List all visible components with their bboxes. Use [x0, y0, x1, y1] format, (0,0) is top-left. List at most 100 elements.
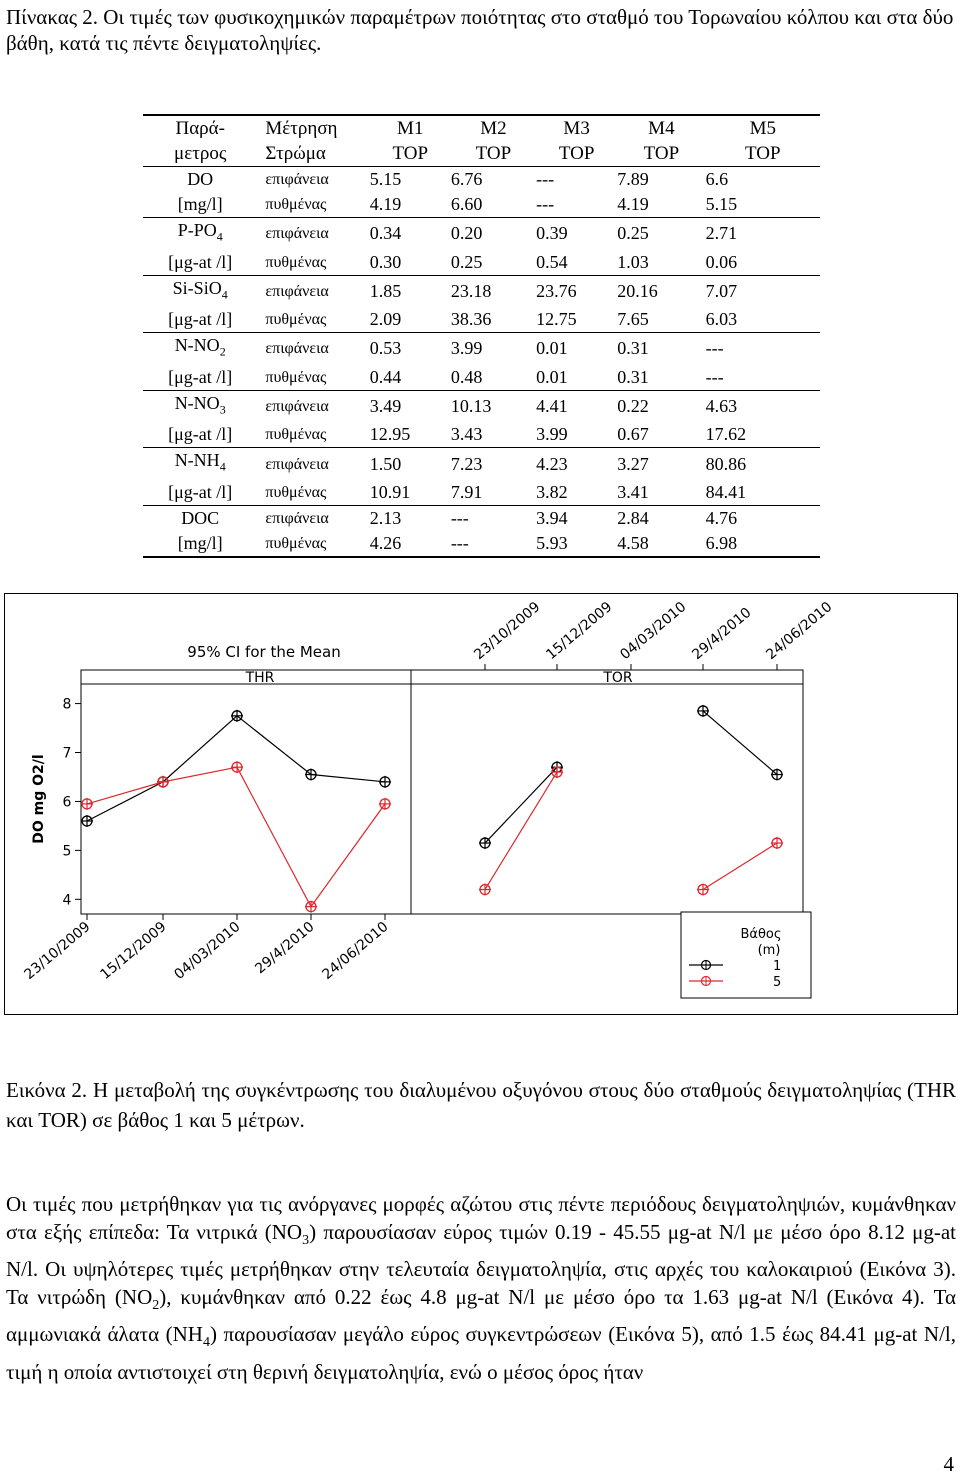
value-cell: 3.49: [369, 389, 451, 423]
parameters-table: Παρά- Μέτρηση M1 M2 M3 M4 M5 μετρος Στρώμα TOP TOP…: [143, 114, 820, 558]
value-cell: 3.99: [450, 332, 537, 365]
value-cell: 0.01: [536, 332, 618, 365]
x-tick-label: 23/10/2009: [21, 919, 93, 983]
page-number: 4: [943, 1452, 955, 1476]
layer-cell: πυθμένας: [265, 311, 327, 329]
table-header-row: μετρος Στρώμα TOP TOP TOP TOP TOP: [143, 141, 820, 167]
value-cell: 17.62: [705, 424, 747, 445]
value-cell: 6.76: [450, 166, 537, 192]
value-cell: 4.41: [536, 389, 618, 423]
column-header: M3: [536, 114, 618, 141]
value-cell: 0.48: [450, 366, 483, 387]
value-cell: ---: [536, 194, 555, 214]
series-line: [162, 715, 238, 783]
column-header: M5: [705, 114, 820, 141]
figure-caption: Εικόνα 2. Η μεταβολή της συγκέντρωσης το…: [6, 1078, 956, 1132]
series-line: [236, 766, 312, 907]
legend-subtitle: (m): [758, 943, 781, 958]
series-line: [702, 710, 778, 775]
series-line: [162, 766, 238, 783]
value-cell: 38.36: [450, 309, 492, 330]
value-cell: 10.91: [369, 481, 411, 502]
value-cell: 3.94: [536, 504, 618, 531]
value-cell: 5.93: [536, 530, 618, 558]
legend-box: [680, 911, 812, 999]
value-cell: 3.99: [536, 424, 568, 445]
value-cell: 12.95: [369, 424, 411, 445]
layer-cell: επιφάνεια: [257, 504, 370, 531]
value-cell: 3.43: [450, 424, 483, 445]
value-cell: 7.65: [617, 309, 649, 330]
value-cell: 3.82: [536, 481, 568, 502]
layer-cell: επιφάνεια: [257, 166, 370, 192]
layer-cell: πυθμένας: [265, 196, 327, 213]
series-line: [310, 773, 386, 783]
value-cell: 1.03: [617, 251, 649, 272]
value-cell: 0.53: [369, 332, 451, 365]
value-cell: 2.84: [617, 504, 706, 531]
value-cell: 20.16: [617, 274, 706, 308]
parameter-cell: DOC: [143, 504, 258, 531]
value-cell: 0.30: [369, 251, 402, 272]
value-cell: 80.86: [705, 447, 820, 480]
value-cell: 1.85: [369, 274, 451, 308]
parameter-cell: N-NH4: [143, 447, 258, 480]
table-row: N-NH4 επιφάνεια 1.50 7.23 4.23 3.27 80.86: [143, 447, 820, 480]
table-row: [mg/l] πυθμένας 4.26 --- 5.93 4.58 6.98: [143, 530, 820, 558]
table-row: N-NO2 επιφάνεια 0.53 3.99 0.01 0.31 ---: [143, 332, 820, 365]
column-header: TOP: [475, 143, 512, 164]
parameter-cell: DO: [143, 166, 258, 192]
layer-cell: πυθμένας: [265, 368, 327, 386]
y-tick-label: 7: [63, 746, 72, 762]
parameter-cell: P-PO4: [143, 216, 258, 250]
x-tick-label: 24/06/2010: [763, 599, 835, 663]
column-header: M4: [617, 114, 706, 141]
value-cell: 0.31: [617, 332, 706, 365]
table-row: Si-SiO4 επιφάνεια 1.85 23.18 23.76 20.16 7.07: [143, 274, 820, 308]
value-cell: 6.60: [450, 194, 483, 214]
layer-cell: επιφάνεια: [257, 447, 370, 480]
value-cell: 2.13: [369, 504, 451, 531]
panel-frame: [410, 683, 804, 915]
layer-cell: πυθμένας: [265, 426, 327, 444]
do-chart-svg: 95% CI for the Mean THR TOR 4 5 6 7 8 DO mg O2/l…: [21, 599, 835, 999]
parameter-cell: Si-SiO4: [143, 274, 258, 308]
value-cell: 84.41: [705, 481, 747, 502]
value-cell: 6.03: [705, 309, 738, 330]
value-cell: 23.18: [450, 274, 537, 308]
table-header-row: Παρά- Μέτρηση M1 M2 M3 M4 M5: [143, 114, 820, 141]
x-tick-label: 24/06/2010: [319, 919, 391, 983]
chart-title: 95% CI for the Mean: [187, 643, 340, 661]
value-cell: 0.44: [369, 366, 402, 387]
value-cell: 2.71: [705, 216, 820, 250]
parameter-cell: [mg/l]: [143, 530, 258, 558]
value-cell: 1.50: [369, 447, 451, 480]
column-header: Μέτρηση: [257, 114, 370, 141]
column-header: Στρώμα: [265, 143, 326, 164]
column-header: Παρά-: [143, 114, 258, 141]
x-tick-label: 29/4/2010: [252, 919, 317, 977]
x-tick-label: 23/10/2009: [471, 599, 543, 663]
value-cell: 5.15: [705, 194, 738, 214]
value-cell: 0.22: [617, 389, 706, 423]
parameter-cell: [μg-at /l]: [168, 424, 233, 445]
value-cell: 0.54: [536, 251, 568, 272]
x-tick-label: 15/12/2009: [97, 919, 169, 983]
table-row: [μg-at /l] πυθμένας 2.09 38.36 12.75 7.65 6.03: [143, 307, 820, 333]
x-tick-label: 04/03/2010: [171, 919, 243, 983]
legend-entry: 1: [773, 959, 781, 974]
parameters-table-container: Παρά- Μέτρηση M1 M2 M3 M4 M5 μετρος Στρώμα TOP TOP…: [143, 114, 820, 558]
value-cell: 3.41: [617, 481, 649, 502]
parameter-cell: [μg-at /l]: [168, 481, 233, 502]
y-tick-label: 8: [63, 697, 72, 713]
parameter-cell: [μg-at /l]: [168, 251, 233, 272]
value-cell: 4.23: [536, 447, 618, 480]
x-tick-label: 29/4/2010: [689, 605, 754, 663]
y-tick-label: 4: [63, 892, 72, 908]
value-cell: 6.6: [705, 166, 820, 192]
column-header: M1: [369, 114, 451, 141]
value-cell: 0.39: [536, 216, 618, 250]
legend-title: Βάθος: [740, 927, 781, 942]
parameter-cell: N-NO3: [143, 389, 258, 423]
legend-entry: 5: [773, 975, 781, 990]
